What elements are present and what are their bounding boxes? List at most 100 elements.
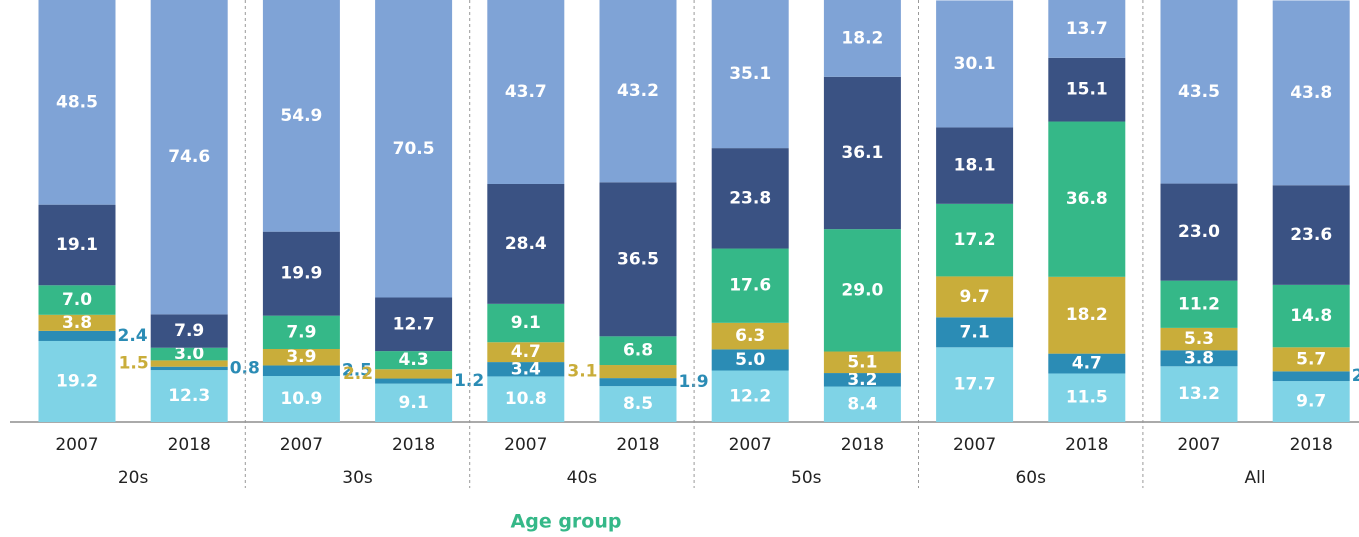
bar-segment: [150, 347, 228, 361]
bar-segment: [711, 322, 789, 350]
bar-segment: [1272, 185, 1350, 285]
bar-segment: [711, 370, 789, 422]
data-label: 0.8: [230, 358, 260, 378]
data-label: 13.2: [1178, 384, 1220, 404]
data-label: 10.8: [505, 389, 547, 409]
data-label: 3.8: [1184, 348, 1214, 368]
data-label: 23.0: [1178, 222, 1220, 242]
bar-segment: [487, 362, 565, 377]
data-label: 11.2: [1178, 294, 1220, 314]
data-label: 6.8: [623, 341, 653, 361]
data-label: 30.1: [954, 54, 996, 74]
x-tick-label: 2007: [504, 435, 547, 455]
bar-segment: [38, 340, 116, 422]
bar-segment: [936, 276, 1014, 318]
data-label: 1.2: [454, 371, 484, 391]
bar-segment: [1160, 280, 1238, 328]
bar-segment: [823, 0, 901, 77]
data-label: 2.3: [1352, 366, 1359, 386]
bar-segment: [487, 376, 565, 422]
bar-segment: [375, 0, 453, 298]
data-label: 3.2: [847, 370, 877, 390]
group-label: 40s: [567, 468, 598, 488]
bar-segment: [1272, 371, 1350, 382]
data-label: 19.9: [280, 264, 322, 284]
bar-segment: [1160, 366, 1238, 422]
data-label: 6.3: [735, 326, 765, 346]
data-label: 3.8: [62, 313, 92, 333]
bar-segment: [711, 349, 789, 371]
data-label: 5.3: [1184, 329, 1214, 349]
bar-segment: [487, 0, 565, 184]
data-label: 70.5: [393, 139, 435, 159]
x-tick-label: 2018: [168, 435, 211, 455]
group-label: 60s: [1015, 468, 1046, 488]
data-label: 7.9: [286, 322, 316, 342]
bar-segment: [375, 351, 453, 370]
bar-segment: [487, 183, 565, 304]
bar-segment: [823, 373, 901, 387]
data-label: 19.2: [56, 371, 98, 391]
group-label: 20s: [118, 468, 149, 488]
bar-segment: [1048, 373, 1126, 422]
data-label: 1.5: [119, 354, 149, 374]
x-tick-label: 2018: [616, 435, 659, 455]
bar-segment: [262, 348, 340, 366]
data-label: 23.6: [1290, 225, 1332, 245]
data-label: 4.7: [511, 342, 541, 362]
bar-segment: [936, 347, 1014, 422]
data-label: 8.4: [847, 394, 877, 414]
bar-segment: [375, 369, 453, 379]
bar-segment: [936, 203, 1014, 277]
bar-segment: [711, 248, 789, 323]
data-label: 9.1: [399, 393, 429, 413]
data-label: 18.2: [1066, 305, 1108, 325]
data-label: 36.1: [841, 143, 883, 163]
data-label: 12.2: [729, 386, 771, 406]
data-label: 4.7: [1072, 354, 1102, 374]
data-label: 19.1: [56, 235, 98, 255]
bar-segment: [823, 351, 901, 374]
bar-segment: [1048, 0, 1126, 58]
x-tick-label: 2007: [280, 435, 323, 455]
x-tick-label: 2007: [729, 435, 772, 455]
bar-segment: [487, 342, 565, 363]
data-label: 17.7: [954, 375, 996, 395]
data-label: 12.3: [168, 386, 210, 406]
data-label: 4.3: [399, 350, 429, 370]
data-label: 1.9: [679, 372, 709, 392]
data-label: 10.9: [280, 389, 322, 409]
data-label: 36.5: [617, 249, 659, 269]
bar-segment: [38, 0, 116, 205]
data-label: 17.2: [954, 230, 996, 250]
bar-segment: [150, 366, 228, 371]
data-label: 5.7: [1296, 349, 1326, 369]
bar-segment: [38, 204, 116, 286]
bar-segment: [936, 0, 1014, 128]
bar-segment: [599, 378, 677, 387]
data-label: 43.5: [1178, 82, 1220, 102]
x-tick-label: 2007: [1177, 435, 1220, 455]
bar-segment: [262, 0, 340, 232]
x-tick-label: 2018: [841, 435, 884, 455]
bar-segment: [599, 0, 677, 183]
data-label: 13.7: [1066, 19, 1108, 39]
x-tick-label: 2018: [1290, 435, 1333, 455]
bar-segment: [375, 297, 453, 352]
bar-segment: [936, 127, 1014, 204]
data-label: 2.5: [342, 361, 372, 381]
data-label: 35.1: [729, 64, 771, 84]
data-label: 48.5: [56, 92, 98, 112]
x-tick-label: 2018: [1065, 435, 1108, 455]
data-label: 14.8: [1290, 306, 1332, 326]
bar-segment: [375, 378, 453, 384]
group-label: 50s: [791, 468, 822, 488]
data-label: 9.7: [1296, 392, 1326, 412]
bar-segment: [936, 317, 1014, 348]
bar-segment: [1160, 183, 1238, 281]
data-label: 3.0: [174, 344, 204, 364]
bar-segment: [1272, 381, 1350, 422]
data-label: 5.1: [847, 352, 877, 372]
bar-segment: [823, 76, 901, 230]
